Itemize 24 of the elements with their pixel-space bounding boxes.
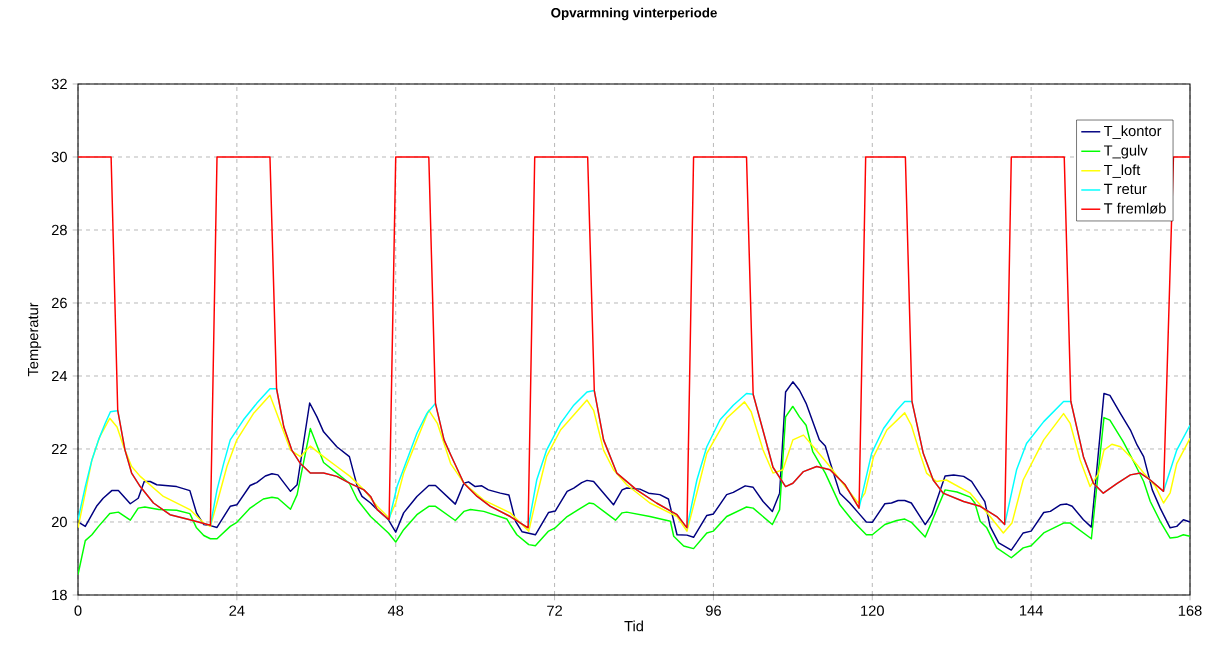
x-tick-label: 24 <box>229 605 245 616</box>
legend-label: T_loft <box>1103 164 1141 178</box>
y-tick-label: 20 <box>51 516 67 528</box>
y-tick-label: 24 <box>51 370 68 382</box>
y-axis-title: Temperatur <box>28 302 42 377</box>
y-tick-label: 26 <box>51 297 67 309</box>
legend-label: T retur <box>1103 183 1147 195</box>
x-tick-label: 144 <box>1020 605 1043 616</box>
x-tick-label: 72 <box>547 605 562 616</box>
legend-label: T_kontor <box>1103 125 1162 139</box>
x-tick-label: 48 <box>387 605 404 616</box>
y-tick-label: 18 <box>52 589 67 601</box>
legend-label: T_gulv <box>1103 144 1148 159</box>
x-tick-label: 120 <box>861 605 884 616</box>
chart-title: Opvarmning vinterperiode <box>551 7 717 21</box>
x-tick-label: 0 <box>74 605 82 616</box>
x-axis-title: Tid <box>624 620 643 632</box>
x-tick-label: 168 <box>1178 605 1202 616</box>
y-tick-label: 28 <box>51 224 67 236</box>
y-tick-label: 22 <box>51 443 67 455</box>
x-tick-label: 96 <box>705 605 721 616</box>
y-tick-label: 30 <box>51 151 67 163</box>
y-tick-label: 32 <box>51 78 67 90</box>
legend-label: T fremløb <box>1103 202 1166 214</box>
